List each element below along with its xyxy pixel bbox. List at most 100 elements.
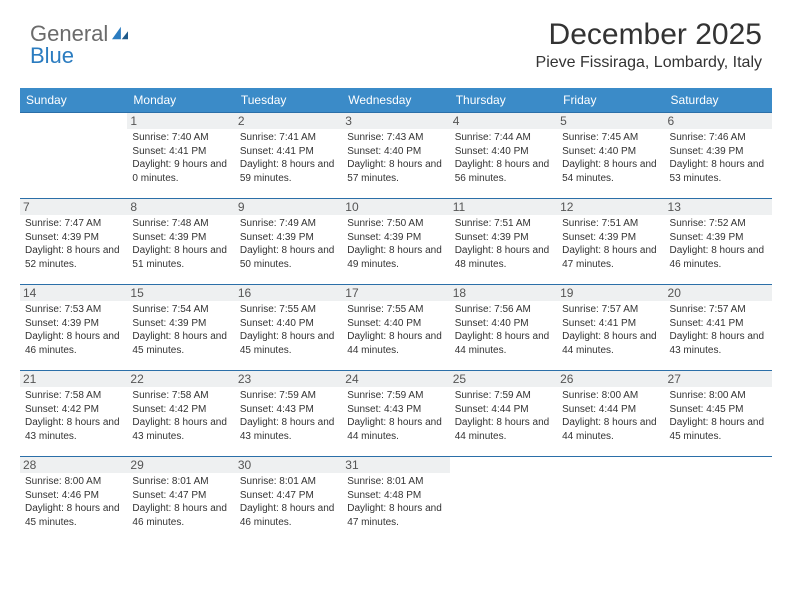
day-details: Sunrise: 8:01 AMSunset: 4:47 PMDaylight:…: [132, 475, 229, 529]
day-number: 2: [235, 113, 342, 129]
day-details: Sunrise: 7:59 AMSunset: 4:43 PMDaylight:…: [240, 389, 337, 443]
day-details: Sunrise: 7:58 AMSunset: 4:42 PMDaylight:…: [25, 389, 122, 443]
day-number: 26: [557, 371, 664, 387]
day-number: 13: [665, 199, 772, 215]
day-number: 28: [20, 457, 127, 473]
calendar-cell: 15 Sunrise: 7:54 AMSunset: 4:39 PMDayligh…: [127, 285, 234, 371]
calendar-body: 1Sunrise: 7:40 AMSunset: 4:41 PMDaylight…: [20, 113, 772, 543]
calendar-cell: 1Sunrise: 7:40 AMSunset: 4:41 PMDaylight…: [127, 113, 234, 199]
day-number: 3: [342, 113, 449, 129]
calendar-cell: 25 Sunrise: 7:59 AMSunset: 4:44 PMDayligh…: [450, 371, 557, 457]
day-number: 19: [557, 285, 664, 301]
day-number: 6: [665, 113, 772, 129]
day-details: Sunrise: 7:55 AMSunset: 4:40 PMDaylight:…: [347, 303, 444, 357]
month-title: December 2025: [536, 18, 762, 52]
day-number: 22: [127, 371, 234, 387]
calendar-cell: 9Sunrise: 7:49 AMSunset: 4:39 PMDaylight…: [235, 199, 342, 285]
day-details: Sunrise: 7:59 AMSunset: 4:43 PMDaylight:…: [347, 389, 444, 443]
calendar-table: SundayMondayTuesdayWednesdayThursdayFrid…: [20, 88, 772, 543]
day-number: 11: [450, 199, 557, 215]
calendar-cell: [557, 457, 664, 543]
day-details: Sunrise: 7:43 AMSunset: 4:40 PMDaylight:…: [347, 131, 444, 185]
day-details: Sunrise: 8:00 AMSunset: 4:44 PMDaylight:…: [562, 389, 659, 443]
weekday-header: Friday: [557, 88, 664, 113]
calendar-cell: 28 Sunrise: 8:00 AMSunset: 4:46 PMDayligh…: [20, 457, 127, 543]
calendar-cell: 17 Sunrise: 7:55 AMSunset: 4:40 PMDayligh…: [342, 285, 449, 371]
day-details: Sunrise: 8:00 AMSunset: 4:46 PMDaylight:…: [25, 475, 122, 529]
logo-text-2: Blue: [30, 43, 74, 68]
day-number: 1: [127, 113, 234, 129]
calendar-cell: 23 Sunrise: 7:59 AMSunset: 4:43 PMDayligh…: [235, 371, 342, 457]
calendar-cell: 22 Sunrise: 7:58 AMSunset: 4:42 PMDayligh…: [127, 371, 234, 457]
day-details: Sunrise: 8:01 AMSunset: 4:48 PMDaylight:…: [347, 475, 444, 529]
day-details: Sunrise: 7:46 AMSunset: 4:39 PMDaylight:…: [670, 131, 767, 185]
day-number: 20: [665, 285, 772, 301]
day-number: 29: [127, 457, 234, 473]
calendar-cell: 27 Sunrise: 8:00 AMSunset: 4:45 PMDayligh…: [665, 371, 772, 457]
day-details: Sunrise: 7:48 AMSunset: 4:39 PMDaylight:…: [132, 217, 229, 271]
day-details: Sunrise: 7:54 AMSunset: 4:39 PMDaylight:…: [132, 303, 229, 357]
day-details: Sunrise: 8:00 AMSunset: 4:45 PMDaylight:…: [670, 389, 767, 443]
calendar-cell: 31 Sunrise: 8:01 AMSunset: 4:48 PMDayligh…: [342, 457, 449, 543]
day-number: 31: [342, 457, 449, 473]
calendar-cell: 14Sunrise: 7:53 AMSunset: 4:39 PMDayligh…: [20, 285, 127, 371]
title-block: December 2025 Pieve Fissiraga, Lombardy,…: [536, 18, 762, 72]
day-number: 10: [342, 199, 449, 215]
day-details: Sunrise: 7:47 AMSunset: 4:39 PMDaylight:…: [25, 217, 122, 271]
day-details: Sunrise: 7:53 AMSunset: 4:39 PMDaylight:…: [25, 303, 122, 357]
calendar-row: 7 Sunrise: 7:47 AMSunset: 4:39 PMDaylight…: [20, 199, 772, 285]
day-details: Sunrise: 8:01 AMSunset: 4:47 PMDaylight:…: [240, 475, 337, 529]
calendar-row: 21Sunrise: 7:58 AMSunset: 4:42 PMDayligh…: [20, 371, 772, 457]
weekday-header: Thursday: [450, 88, 557, 113]
day-details: Sunrise: 7:57 AMSunset: 4:41 PMDaylight:…: [562, 303, 659, 357]
logo-sail-icon: [110, 23, 130, 45]
calendar-cell: 10 Sunrise: 7:50 AMSunset: 4:39 PMDayligh…: [342, 199, 449, 285]
day-number: 16: [235, 285, 342, 301]
calendar-cell: 3 Sunrise: 7:43 AMSunset: 4:40 PMDaylight…: [342, 113, 449, 199]
day-number: 18: [450, 285, 557, 301]
calendar-cell: 26 Sunrise: 8:00 AMSunset: 4:44 PMDayligh…: [557, 371, 664, 457]
day-details: Sunrise: 7:58 AMSunset: 4:42 PMDaylight:…: [132, 389, 229, 443]
calendar-head: SundayMondayTuesdayWednesdayThursdayFrid…: [20, 88, 772, 113]
day-number: 4: [450, 113, 557, 129]
day-number: 5: [557, 113, 664, 129]
day-details: Sunrise: 7:51 AMSunset: 4:39 PMDaylight:…: [455, 217, 552, 271]
calendar-cell: [665, 457, 772, 543]
day-details: Sunrise: 7:44 AMSunset: 4:40 PMDaylight:…: [455, 131, 552, 185]
calendar-cell: 11 Sunrise: 7:51 AMSunset: 4:39 PMDayligh…: [450, 199, 557, 285]
calendar-cell: 4 Sunrise: 7:44 AMSunset: 4:40 PMDaylight…: [450, 113, 557, 199]
calendar-cell: 20 Sunrise: 7:57 AMSunset: 4:41 PMDayligh…: [665, 285, 772, 371]
calendar-row: 1Sunrise: 7:40 AMSunset: 4:41 PMDaylight…: [20, 113, 772, 199]
day-details: Sunrise: 7:50 AMSunset: 4:39 PMDaylight:…: [347, 217, 444, 271]
calendar-cell: 21Sunrise: 7:58 AMSunset: 4:42 PMDayligh…: [20, 371, 127, 457]
day-number: 15: [127, 285, 234, 301]
day-number: 12: [557, 199, 664, 215]
day-number: 17: [342, 285, 449, 301]
day-number: 25: [450, 371, 557, 387]
day-number: 27: [665, 371, 772, 387]
day-number: 24: [342, 371, 449, 387]
calendar-cell: 5Sunrise: 7:45 AMSunset: 4:40 PMDaylight…: [557, 113, 664, 199]
calendar-cell: 2 Sunrise: 7:41 AMSunset: 4:41 PMDaylight…: [235, 113, 342, 199]
calendar-cell: 6 Sunrise: 7:46 AMSunset: 4:39 PMDaylight…: [665, 113, 772, 199]
calendar-cell: 7 Sunrise: 7:47 AMSunset: 4:39 PMDaylight…: [20, 199, 127, 285]
day-number: 30: [235, 457, 342, 473]
calendar-cell: 8Sunrise: 7:48 AMSunset: 4:39 PMDaylight…: [127, 199, 234, 285]
day-details: Sunrise: 7:51 AMSunset: 4:39 PMDaylight:…: [562, 217, 659, 271]
calendar-cell: 12 Sunrise: 7:51 AMSunset: 4:39 PMDayligh…: [557, 199, 664, 285]
calendar-row: 28 Sunrise: 8:00 AMSunset: 4:46 PMDayligh…: [20, 457, 772, 543]
calendar-cell: [450, 457, 557, 543]
calendar-cell: 18Sunrise: 7:56 AMSunset: 4:40 PMDayligh…: [450, 285, 557, 371]
day-details: Sunrise: 7:59 AMSunset: 4:44 PMDaylight:…: [455, 389, 552, 443]
calendar-cell: [20, 113, 127, 199]
day-number: 9: [235, 199, 342, 215]
day-number: 23: [235, 371, 342, 387]
calendar-row: 14Sunrise: 7:53 AMSunset: 4:39 PMDayligh…: [20, 285, 772, 371]
weekday-header: Tuesday: [235, 88, 342, 113]
calendar-cell: 24 Sunrise: 7:59 AMSunset: 4:43 PMDayligh…: [342, 371, 449, 457]
day-details: Sunrise: 7:57 AMSunset: 4:41 PMDaylight:…: [670, 303, 767, 357]
calendar-cell: 13Sunrise: 7:52 AMSunset: 4:39 PMDayligh…: [665, 199, 772, 285]
day-number: 7: [20, 199, 127, 215]
location: Pieve Fissiraga, Lombardy, Italy: [536, 54, 762, 72]
day-details: Sunrise: 7:41 AMSunset: 4:41 PMDaylight:…: [240, 131, 337, 185]
